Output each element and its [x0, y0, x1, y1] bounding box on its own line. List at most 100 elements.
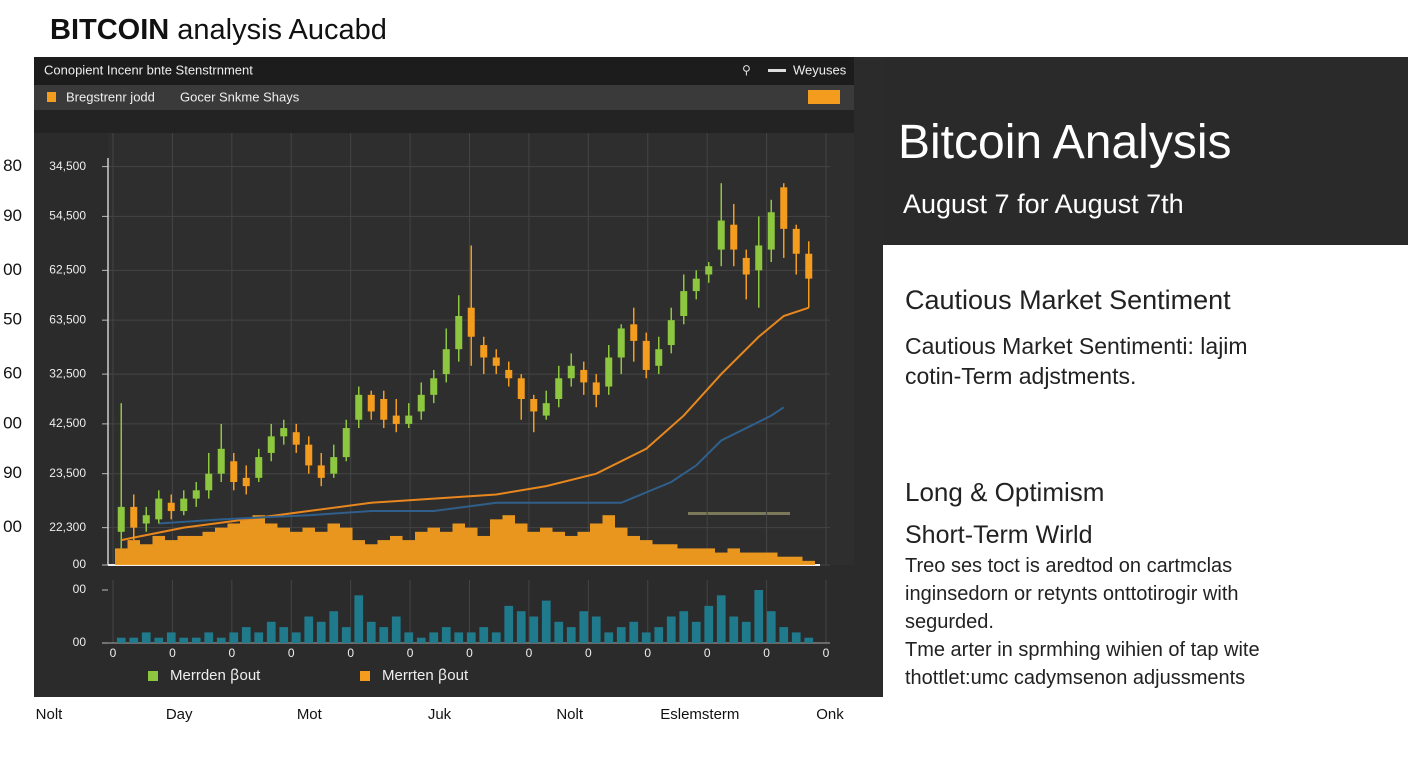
lower-volume-bar [254, 632, 264, 643]
candle-body [317, 465, 325, 478]
volume-bar [340, 527, 353, 565]
lower-volume-bar [704, 605, 714, 643]
candle-body [117, 506, 125, 532]
x-tick-label: 0 [407, 646, 414, 660]
candle-body [180, 498, 188, 512]
volume-bar [177, 535, 190, 565]
period-label: Day [166, 706, 193, 723]
volume-bar [140, 544, 153, 565]
candle-body [205, 473, 213, 491]
lower-volume-bar [166, 632, 176, 643]
section-text: Cautious Market Sentimenti: lajim [905, 333, 1248, 359]
x-tick-label: 0 [526, 646, 533, 660]
lower-volume-bar [191, 637, 201, 643]
lower-tick-label: 00 [73, 582, 87, 596]
candle-body [542, 403, 550, 416]
lower-volume-bar [179, 637, 189, 643]
period-label: Onk [816, 706, 844, 723]
volume-bar [777, 556, 790, 565]
candle-body [480, 345, 488, 358]
volume-bar [265, 523, 278, 565]
volume-bar [527, 531, 540, 565]
volume-bar [477, 535, 490, 565]
candle-body [255, 457, 263, 478]
header-legend: Bregstrenr jodd [66, 89, 155, 104]
lower-volume-bar [291, 632, 301, 643]
y-tick-label: 23,500 [49, 466, 86, 480]
candle-body [780, 187, 788, 229]
search-icon[interactable]: ⚲ [742, 63, 751, 77]
volume-bar [290, 531, 303, 565]
summary-panel: Bitcoin Analysis August 7 for August 7th [883, 57, 1408, 245]
candle-body [367, 394, 375, 412]
lower-volume-bar [304, 616, 314, 643]
lower-volume-bar [554, 621, 564, 643]
x-tick-label: 0 [169, 646, 176, 660]
lower-volume-bar [379, 627, 389, 643]
y-tick-label: 63,500 [49, 312, 86, 326]
header-badge[interactable] [808, 90, 840, 104]
edge-label: 80 [3, 156, 22, 175]
lower-volume-bar [341, 627, 351, 643]
lower-volume-bar [516, 611, 526, 643]
page-title: BITCOIN analysis Aucabd [50, 14, 387, 47]
moving-average [158, 406, 785, 525]
candle-body [280, 428, 288, 437]
x-tick-label: 0 [466, 646, 473, 660]
lower-volume-bar [391, 616, 401, 643]
candle-body [705, 266, 713, 275]
lower-volume-bar [616, 627, 626, 643]
lower-volume-bar [579, 611, 589, 643]
volume-bar [465, 527, 478, 565]
x-tick-label: 0 [704, 646, 711, 660]
candle-body [405, 415, 413, 424]
candle-body [455, 316, 463, 350]
header-legend: Gocer Snkme Shays [180, 89, 300, 104]
lower-volume-bar [266, 621, 276, 643]
y-tick-label: 54,500 [49, 209, 86, 223]
volume-bar [765, 552, 778, 565]
period-label: Mot [297, 706, 323, 723]
candle-body [642, 340, 650, 370]
edge-label: 00 [3, 260, 22, 279]
lower-volume-bar [216, 637, 226, 643]
candle-body [755, 245, 763, 271]
y-tick-label: 22,300 [49, 520, 86, 534]
legend-label: Merrten ꞵout [382, 667, 469, 684]
volume-bar [402, 540, 415, 565]
lower-volume-bar [741, 621, 751, 643]
legend-swatch [360, 671, 370, 681]
candle-body [767, 212, 775, 250]
volume-bar [352, 540, 365, 565]
summary-subtitle: August 7 for August 7th [903, 189, 1184, 219]
section-text: Tme arter in sprmhing wihien of tap wite [905, 639, 1260, 661]
legend-strip [34, 85, 854, 110]
volume-bar [715, 552, 728, 565]
lower-volume-bar [366, 621, 376, 643]
volume-bar [690, 548, 703, 565]
lower-volume-bar [454, 632, 464, 643]
sub-strip [34, 110, 854, 133]
volume-bar [240, 519, 253, 565]
title-bold: BITCOIN [50, 14, 170, 46]
volume-bar [452, 523, 465, 565]
section-text: thottlet:umc cadymsenon adjussments [905, 667, 1246, 689]
toolbar-label[interactable]: Weyuses [793, 62, 847, 77]
x-tick-label: 0 [288, 646, 295, 660]
lower-volume-bar [529, 616, 539, 643]
lower-volume-bar [429, 632, 439, 643]
lower-volume-bar [804, 637, 814, 643]
section-text: inginsedorn or retynts onttotirogir with [905, 583, 1239, 605]
volume-bar [552, 531, 565, 565]
volume-bar [165, 540, 178, 565]
volume-bar [702, 548, 715, 565]
candle-body [567, 365, 575, 379]
lower-volume-bar [729, 616, 739, 643]
lower-volume-bar [641, 632, 651, 643]
candle-body [130, 506, 138, 528]
lower-volume-bar [666, 616, 676, 643]
candle-body [380, 399, 388, 420]
menu-icon[interactable] [768, 69, 786, 72]
volume-bar [652, 544, 665, 565]
lower-volume-bar [129, 637, 139, 643]
